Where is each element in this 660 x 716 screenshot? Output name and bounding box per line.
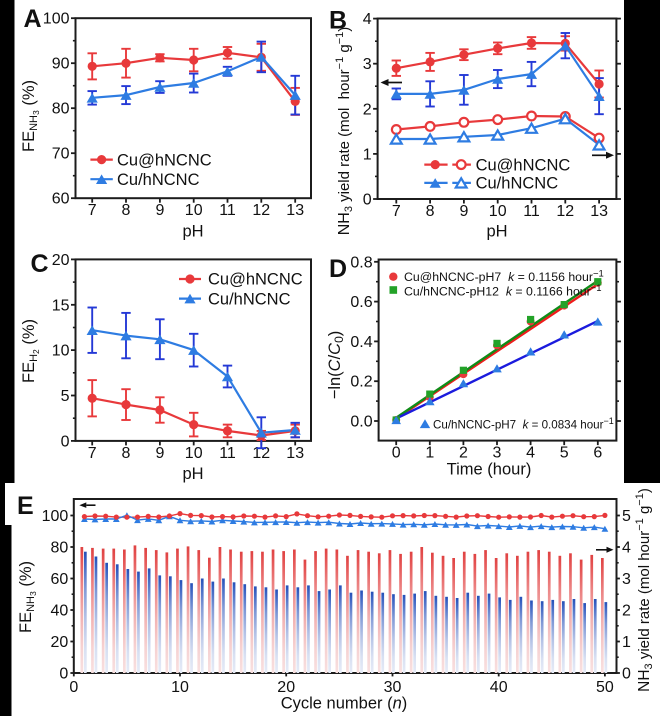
svg-text:Cu@hNCNC: Cu@hNCNC <box>117 151 212 169</box>
svg-text:Cu@hNCNC: Cu@hNCNC <box>476 156 571 174</box>
svg-text:0: 0 <box>61 433 70 450</box>
svg-text:30: 30 <box>384 679 402 696</box>
svg-text:2: 2 <box>622 603 631 620</box>
svg-text:70: 70 <box>52 146 70 163</box>
svg-text:40: 40 <box>51 603 69 620</box>
svg-text:0: 0 <box>392 445 401 462</box>
svg-text:0.6: 0.6 <box>350 294 372 311</box>
svg-text:pH: pH <box>486 223 507 241</box>
svg-text:4: 4 <box>622 540 631 557</box>
svg-text:FEH2 (%): FEH2 (%) <box>20 319 41 383</box>
svg-text:3: 3 <box>363 56 372 73</box>
svg-text:40: 40 <box>490 679 508 696</box>
svg-text:13: 13 <box>286 202 304 219</box>
svg-text:90: 90 <box>52 56 70 73</box>
svg-text:NH3 yield rate (mol hour−1 g−1: NH3 yield rate (mol hour−1 g−1) <box>634 488 655 692</box>
svg-text:0.2: 0.2 <box>350 374 372 391</box>
svg-text:80: 80 <box>52 101 70 118</box>
svg-text:pH: pH <box>182 223 203 241</box>
svg-text:20: 20 <box>51 634 69 651</box>
svg-text:100: 100 <box>42 508 69 525</box>
svg-text:0: 0 <box>363 192 372 209</box>
svg-text:9: 9 <box>459 203 468 220</box>
svg-text:2: 2 <box>363 101 372 118</box>
svg-text:8: 8 <box>122 202 131 219</box>
svg-text:E: E <box>17 492 34 520</box>
svg-text:0: 0 <box>622 666 631 683</box>
svg-text:B: B <box>329 7 347 35</box>
svg-text:0.8: 0.8 <box>350 254 372 271</box>
svg-text:Cu@hNCNC-pH7 k = 0.1156 hour−: Cu@hNCNC-pH7 k = 0.1156 hour−1 <box>404 269 604 285</box>
svg-text:7: 7 <box>88 202 97 219</box>
svg-text:80: 80 <box>51 540 69 557</box>
svg-text:0.0: 0.0 <box>350 414 372 431</box>
svg-text:C: C <box>31 250 49 278</box>
svg-text:0: 0 <box>59 666 68 683</box>
svg-text:11: 11 <box>219 445 236 462</box>
svg-text:Cu/hNCNC: Cu/hNCNC <box>208 290 291 308</box>
svg-text:Cu/hNCNC: Cu/hNCNC <box>117 171 200 189</box>
svg-text:13: 13 <box>286 445 304 462</box>
svg-text:13: 13 <box>590 203 608 220</box>
svg-text:3: 3 <box>622 571 631 588</box>
svg-text:4: 4 <box>526 445 535 462</box>
svg-text:pH: pH <box>182 465 203 483</box>
svg-text:60: 60 <box>52 191 70 208</box>
svg-text:50: 50 <box>596 679 614 696</box>
svg-text:10: 10 <box>489 203 507 220</box>
svg-text:Cu/hNCNC-pH7 k = 0.0834 hour−: Cu/hNCNC-pH7 k = 0.0834 hour−1 <box>433 416 614 432</box>
svg-text:10: 10 <box>171 679 189 696</box>
svg-text:11: 11 <box>219 202 236 219</box>
svg-text:4: 4 <box>363 11 372 28</box>
svg-text:12: 12 <box>252 202 270 219</box>
svg-text:8: 8 <box>122 445 131 462</box>
svg-text:10: 10 <box>185 445 203 462</box>
svg-text:7: 7 <box>88 445 97 462</box>
svg-text:12: 12 <box>556 203 574 220</box>
svg-text:A: A <box>24 5 42 33</box>
svg-text:Cycle number (n): Cycle number (n) <box>281 695 408 713</box>
svg-text:6: 6 <box>593 445 602 462</box>
svg-text:60: 60 <box>51 571 69 588</box>
svg-text:NH3 yield rate (mol hour−1 g−: NH3 yield rate (mol hour−1 g−1) <box>334 27 355 236</box>
svg-text:5: 5 <box>622 508 631 525</box>
svg-text:8: 8 <box>426 203 435 220</box>
svg-text:1: 1 <box>425 445 434 462</box>
svg-text:11: 11 <box>523 203 540 220</box>
svg-text:0.4: 0.4 <box>350 334 372 351</box>
svg-text:Cu/hNCNC: Cu/hNCNC <box>476 175 559 193</box>
svg-text:15: 15 <box>52 297 70 314</box>
svg-text:1: 1 <box>363 146 372 163</box>
svg-text:−ln(C/C0): −ln(C/C0) <box>326 331 346 400</box>
svg-text:9: 9 <box>155 202 164 219</box>
svg-text:20: 20 <box>52 252 70 269</box>
svg-text:7: 7 <box>392 203 401 220</box>
svg-text:FENH3 (%): FENH3 (%) <box>17 561 38 633</box>
svg-text:100: 100 <box>43 11 70 28</box>
svg-text:9: 9 <box>155 445 164 462</box>
svg-text:Time (hour): Time (hour) <box>447 461 532 479</box>
svg-text:5: 5 <box>560 445 569 462</box>
svg-text:FENH3 (%): FENH3 (%) <box>20 80 41 152</box>
svg-text:1: 1 <box>622 634 631 651</box>
svg-text:10: 10 <box>52 343 70 360</box>
svg-text:2: 2 <box>459 445 468 462</box>
svg-text:5: 5 <box>61 388 70 405</box>
svg-text:D: D <box>329 255 347 283</box>
svg-text:3: 3 <box>493 445 502 462</box>
svg-text:Cu/hNCNC-pH12 k = 0.1166 hour: Cu/hNCNC-pH12 k = 0.1166 hour−1 <box>404 283 602 299</box>
svg-text:20: 20 <box>277 679 295 696</box>
svg-text:Cu@hNCNC: Cu@hNCNC <box>208 271 303 289</box>
svg-text:0: 0 <box>69 679 78 696</box>
svg-text:10: 10 <box>185 202 203 219</box>
